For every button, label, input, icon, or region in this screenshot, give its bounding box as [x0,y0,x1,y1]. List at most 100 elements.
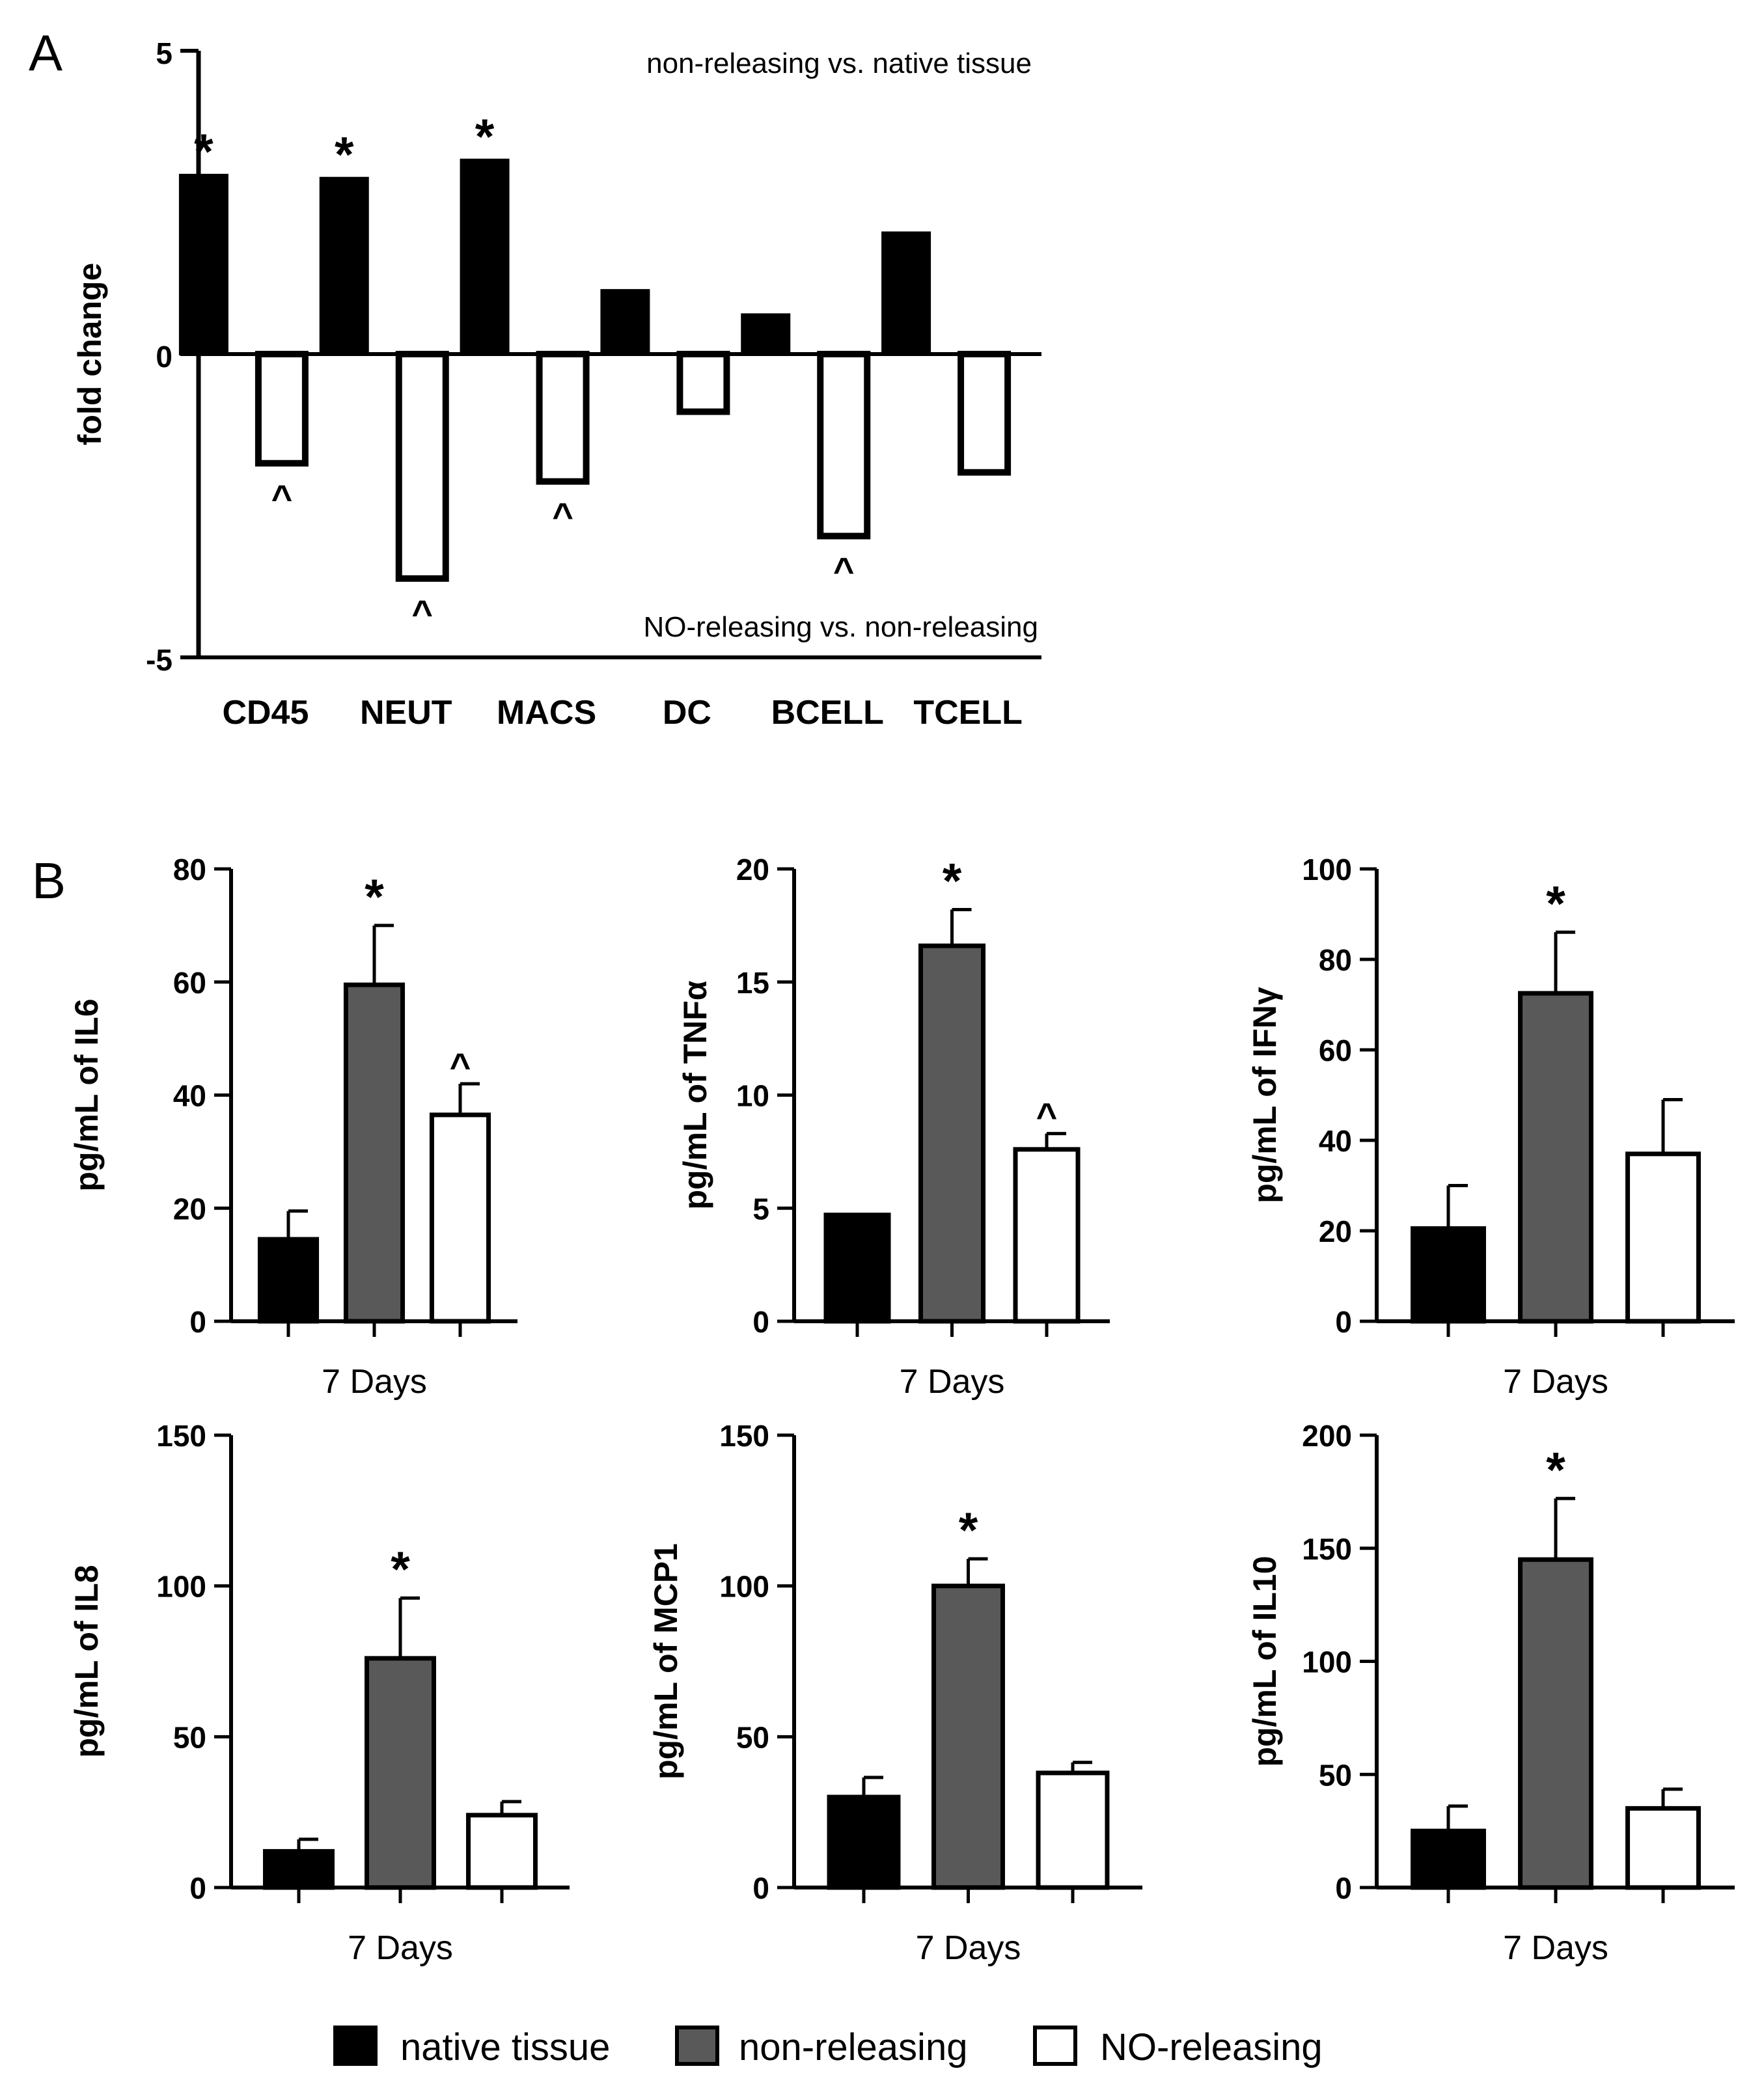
panel-b6-y-tick-label-1: 50 [1319,1758,1352,1792]
panel-b2-chart: 0 5 10 15 20 pg/mL of TNFα 7 Days * ^ [677,853,1110,1401]
panel-b6-x-axis-label: 7 Days [1503,1929,1608,1967]
panel-a-star-neut: * [335,128,354,183]
panel-b1-bar-native [257,1237,320,1324]
panel-a-star-macs: * [475,109,495,165]
panel-b1-y-tick-label-3: 60 [173,966,206,1000]
panel-b2-y-tick-label-4: 20 [736,853,769,886]
panel-a-y-tick-label-1: 0 [156,340,172,374]
panel-b3-y-tick-label-3: 60 [1319,1034,1352,1067]
panel-b2-bar-non-releasing [918,943,986,1324]
panel-b4-chart: 0 50 100 150 pg/mL of IL8 7 Days * [68,1419,570,1967]
panel-b1-caret-no-releasing: ^ [450,1045,471,1086]
panel-b6-bar-non-releasing [1518,1557,1593,1890]
panel-a-bar-positive-macs [460,158,510,355]
panel-a-bar-negative-macs [536,351,590,485]
panel-b5-y-tick-label-1: 50 [736,1720,769,1754]
panel-a-chart: A -5 0 5 fold change non-releasing vs. native… [29,24,1041,732]
panel-b4-y-tick-label-3: 150 [156,1419,206,1453]
panel-b4-bar-native [263,1848,335,1890]
panel-b3-bar-native [1411,1226,1486,1324]
panel-a-bar-negative-bcell [817,351,871,540]
panel-b2-caret-no-releasing: ^ [1036,1095,1058,1136]
legend-swatch-non-releasing [675,2026,719,2066]
panel-b2-y-tick-label-0: 0 [752,1305,769,1339]
legend-label-non-releasing: non-releasing [739,2026,967,2068]
panel-a-category-label-tcell: TCELL [913,694,1023,732]
panel-b5-x-axis-label: 7 Days [916,1929,1021,1967]
panel-b1-chart: 0 20 40 60 80 pg/mL of IL6 7 Days * ^ [68,853,517,1401]
panel-a-category-label-neut: NEUT [360,694,452,732]
panel-a-bar-positive-neut [319,176,369,355]
panel-b2-star-non-releasing: * [943,854,962,909]
panel-a-bar-positive-dc [600,289,650,356]
panel-letter-a: A [29,24,62,81]
panel-b5-star-non-releasing: * [959,1503,978,1558]
panel-b5-chart: 0 50 100 150 pg/mL of MCP1 7 Days * [648,1419,1142,1967]
panel-b2-x-axis-label: 7 Days [900,1363,1005,1401]
panel-letter-b: B [32,852,66,909]
legend: native tissue non-releasing NO-releasing [333,2026,1323,2068]
panel-b3-bar-non-releasing [1518,991,1593,1324]
panel-b3-y-tick-label-2: 40 [1319,1124,1352,1158]
panel-b4-y-tick-label-1: 50 [173,1720,206,1754]
panel-a-category-label-dc: DC [663,694,711,732]
panel-b4-x-axis-label: 7 Days [348,1929,453,1967]
panel-b3-chart: 0 20 40 60 80 100 pg/mL of IFNγ 7 Days * [1247,853,1735,1401]
panel-a-caret-bcell: ^ [833,550,855,591]
panel-b3-bar-no-releasing [1625,1151,1701,1324]
panel-b1-y-tick-label-4: 80 [173,853,206,886]
panel-b6-y-tick-label-3: 150 [1302,1532,1352,1566]
panel-b3-y-tick-label-4: 80 [1319,943,1352,977]
panel-b1-y-tick-label-2: 40 [173,1079,206,1113]
panel-b1-y-tick-label-1: 20 [173,1192,206,1226]
panel-b5-y-axis-label: pg/mL of MCP1 [648,1543,684,1779]
panel-b5-bar-non-releasing [931,1584,1005,1890]
panel-a-y-tick-label-0: -5 [146,643,172,677]
panel-b6-y-tick-label-2: 100 [1302,1645,1352,1679]
panel-a-annotation-bottom: NO-releasing vs. non-releasing [643,611,1038,643]
panel-a-star-cd45: * [194,124,214,180]
panel-a-category-label-cd45: CD45 [222,694,309,732]
panel-b6-bar-native [1411,1828,1486,1890]
panel-b4-y-axis-label: pg/mL of IL8 [68,1565,105,1757]
panel-b4-bar-no-releasing [466,1813,538,1890]
panel-b2-y-tick-label-3: 15 [736,966,769,1000]
panel-a-category-label-bcell: BCELL [771,694,884,732]
panel-b5-bar-no-releasing [1036,1770,1110,1890]
panel-b2-bar-native [823,1213,891,1324]
legend-swatch-native-tissue [333,2026,378,2066]
panel-a-y-axis-label: fold change [72,263,108,446]
panel-b5-y-tick-label-3: 150 [719,1419,769,1453]
panel-b2-y-tick-label-1: 5 [752,1192,769,1226]
panel-b5-y-tick-label-2: 100 [719,1570,769,1604]
panel-b4-y-tick-label-2: 100 [156,1570,206,1604]
panel-b3-y-tick-label-0: 0 [1335,1305,1352,1339]
panel-b5-bar-native [827,1794,901,1890]
legend-label-no-releasing: NO-releasing [1100,2026,1323,2068]
panel-a-bar-negative-cd45 [255,351,309,467]
panel-b4-star-non-releasing: * [391,1542,410,1597]
panel-b5-y-tick-label-0: 0 [752,1871,769,1905]
panel-b1-star-non-releasing: * [365,870,384,925]
panel-a-bar-negative-neut [395,351,449,582]
panel-b3-y-axis-label: pg/mL of IFNγ [1247,987,1283,1203]
panel-a-category-label-macs: MACS [497,694,596,732]
legend-label-native-tissue: native tissue [400,2026,610,2068]
panel-a-caret-neut: ^ [411,592,433,633]
panel-b6-y-axis-label: pg/mL of IL10 [1247,1556,1283,1766]
panel-b4-y-tick-label-0: 0 [189,1871,206,1905]
panel-a-bar-negative-tcell [958,351,1012,476]
panel-a-bar-positive-cd45 [178,174,228,355]
panel-b1-y-tick-label-0: 0 [189,1305,206,1339]
panel-b6-y-tick-label-4: 200 [1302,1419,1352,1453]
panel-a-caret-macs: ^ [552,495,573,536]
panel-a-caret-cd45: ^ [271,477,293,518]
panel-b2-y-axis-label: pg/mL of TNFα [677,980,713,1209]
panel-a-bar-negative-dc [676,351,730,415]
panel-a-bar-positive-bcell [741,313,791,356]
panel-b4-bar-non-releasing [365,1656,436,1890]
panel-b3-y-tick-label-5: 100 [1302,853,1352,886]
panel-b6-y-tick-label-0: 0 [1335,1871,1352,1905]
panel-a-annotation-top: non-releasing vs. native tissue [646,48,1032,79]
